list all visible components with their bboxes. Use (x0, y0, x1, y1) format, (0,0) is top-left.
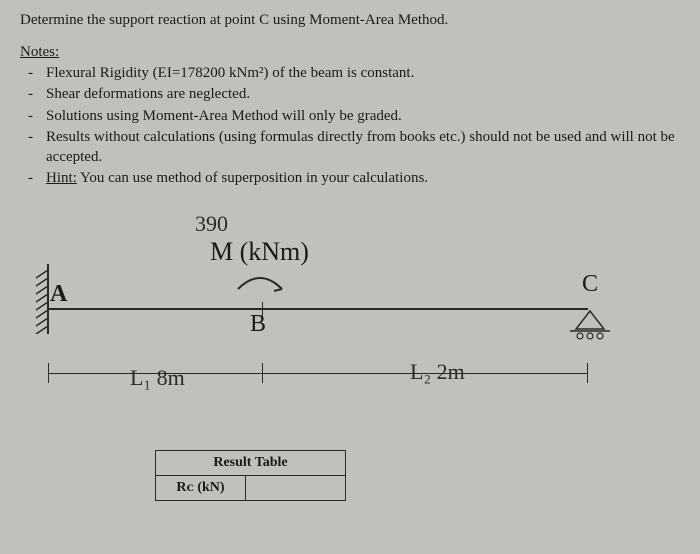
moment-label: M (kNm) (210, 237, 309, 267)
problem-title: Determine the support reaction at point … (20, 12, 680, 29)
fixed-support-icon (30, 264, 50, 334)
beam-line (48, 308, 588, 310)
result-row-value (246, 476, 346, 501)
roller-support-icon (570, 309, 610, 341)
length-l2-label: L₂ 2m (410, 359, 465, 385)
notes-section: Notes: -Flexural Rigidity (EI=178200 kNm… (20, 43, 680, 189)
moment-value-handwritten: 390 (195, 211, 228, 237)
note-hint: Hint: You can use method of superpositio… (46, 168, 680, 188)
notes-list: -Flexural Rigidity (EI=178200 kNm²) of t… (20, 63, 680, 189)
note-item: Solutions using Moment-Area Method will … (46, 106, 680, 126)
note-item: Shear deformations are neglected. (46, 84, 680, 104)
beam-diagram: 390 M (kNm) A B C (30, 209, 680, 409)
moment-arrow-icon (230, 269, 290, 299)
length-l1-label: L₁ 8m (130, 365, 185, 391)
point-b-label: B (250, 311, 266, 338)
result-table-header: Result Table (156, 451, 346, 476)
note-item: Results without calculations (using form… (46, 127, 680, 168)
dimension-line (48, 363, 588, 383)
result-table: Result Table Rᴄ (kN) (155, 450, 346, 501)
point-a-label: A (50, 281, 67, 308)
point-c-label: C (582, 271, 598, 298)
notes-heading: Notes: (20, 44, 59, 61)
result-row-label: Rᴄ (kN) (156, 476, 246, 501)
note-item: Flexural Rigidity (EI=178200 kNm²) of th… (46, 63, 680, 83)
